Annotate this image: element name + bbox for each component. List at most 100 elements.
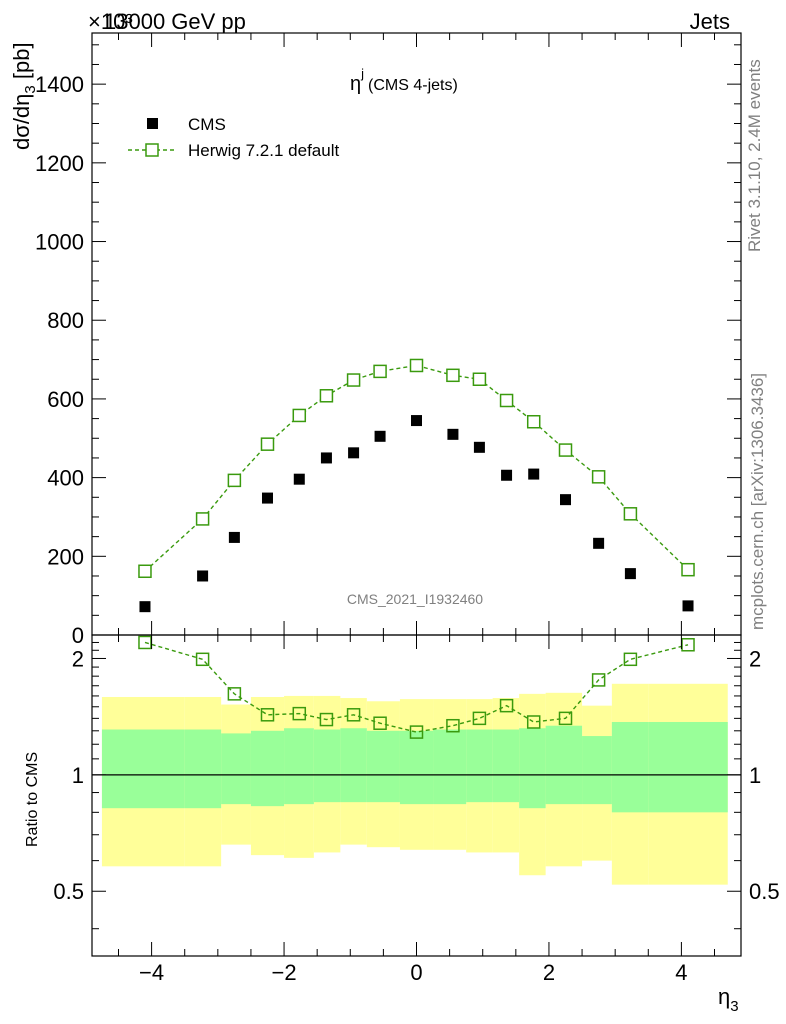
ratio-band-green xyxy=(313,729,341,803)
x-axis-label-sub: 3 xyxy=(730,998,738,1015)
cms-point xyxy=(528,468,540,480)
rivet-label: Rivet 3.1.10, 2.4M events xyxy=(745,59,764,252)
y-tick-label: 1000 xyxy=(35,230,84,255)
x-tick-label: 0 xyxy=(410,960,422,985)
cms-point xyxy=(447,428,459,440)
ratio-band-green xyxy=(399,730,434,805)
analysis-watermark: CMS_2021_I1932460 xyxy=(347,591,483,607)
y-axis-label: dσ/dη3 [pb] xyxy=(9,42,39,150)
x-axis-label-main: η xyxy=(718,984,730,1009)
y-axis-label-sub: 3 xyxy=(22,85,39,93)
y-tick-label: 200 xyxy=(47,544,84,569)
cms-point xyxy=(293,473,305,485)
ratio-y-tick-label-left: 2 xyxy=(72,646,84,671)
x-tick-label: −2 xyxy=(272,960,297,985)
svg-text:dσ/dη3 [pb]: dσ/dη3 [pb] xyxy=(9,42,39,150)
herwig-point xyxy=(681,562,695,577)
chart-title-rest: (CMS 4-jets) xyxy=(368,77,458,94)
x-tick-label: −4 xyxy=(139,960,164,985)
ratio-band-green xyxy=(184,729,222,809)
ratio-herwig-point xyxy=(195,652,210,667)
mcplots-label: mcplots.cern.ch [arXiv:1306.3436] xyxy=(748,373,767,630)
ratio-y-tick-label-right: 2 xyxy=(749,646,761,671)
herwig-point xyxy=(373,364,387,379)
header-process: Jets xyxy=(690,9,730,34)
x-tick-label: 2 xyxy=(543,960,555,985)
ratio-band-green xyxy=(582,736,612,805)
legend-herwig-marker xyxy=(145,143,159,157)
ratio-herwig-point xyxy=(346,708,361,722)
legend-herwig-label: Herwig 7.2.1 default xyxy=(188,141,339,160)
ratio-y-tick-label-right: 1 xyxy=(749,763,761,788)
legend-cms-label: CMS xyxy=(188,115,226,134)
ratio-band-green xyxy=(340,728,367,803)
x-axis-label: η3 xyxy=(718,984,739,1015)
y-axis-label-unit: [pb] xyxy=(9,42,34,85)
cms-point xyxy=(560,494,572,506)
herwig-point xyxy=(526,414,541,429)
ratio-herwig-point xyxy=(499,698,514,713)
ratio-herwig-line xyxy=(144,641,689,733)
cms-point xyxy=(374,430,386,442)
cms-point xyxy=(682,600,694,612)
ratio-y-label: Ratio to CMS xyxy=(24,752,41,847)
cms-point xyxy=(197,570,209,582)
exponent-label: ×10³ xyxy=(88,9,133,34)
ratio-band-green xyxy=(466,729,493,803)
ratio-band-green xyxy=(433,729,467,805)
ratio-herwig-point xyxy=(292,706,307,721)
legend-cms-marker xyxy=(147,118,158,129)
legend: CMS Herwig 7.2.1 default xyxy=(128,115,339,160)
ratio-herwig-point xyxy=(319,712,334,727)
y-tick-label: 400 xyxy=(47,466,84,491)
ratio-band-green xyxy=(366,730,400,803)
chart-title: ηj (CMS 4-jets) xyxy=(350,66,458,95)
ratio-herwig-point xyxy=(409,725,424,739)
cms-point xyxy=(320,452,332,464)
ratio-herwig-point xyxy=(227,687,242,701)
ratio-herwig-point xyxy=(591,673,606,687)
herwig-point xyxy=(138,564,152,579)
cms-point xyxy=(473,441,485,453)
cms-point xyxy=(261,492,273,504)
ratio-herwig-point xyxy=(472,711,487,726)
ratio-y-tick-label-right: 0.5 xyxy=(749,879,780,904)
ratio-herwig-point xyxy=(138,635,152,650)
x-tick-label: 4 xyxy=(675,960,687,985)
herwig-line xyxy=(144,364,689,572)
herwig-point xyxy=(260,437,275,451)
ratio-herwig-point xyxy=(681,638,695,652)
ratio-band-green xyxy=(492,729,520,803)
y-tick-label: 800 xyxy=(47,308,84,333)
ratio-band-green xyxy=(221,733,251,805)
ratio-y-tick-label-left: 0.5 xyxy=(53,879,84,904)
cms-point xyxy=(228,531,240,543)
ratio-band-green xyxy=(284,728,314,805)
y-tick-label: 0 xyxy=(72,623,84,648)
y-axis-label-main: dσ/dη xyxy=(9,94,34,150)
cms-point xyxy=(593,537,605,549)
herwig-point xyxy=(623,507,638,521)
ratio-band-green xyxy=(250,730,285,807)
ratio-herwig-point xyxy=(446,718,460,733)
y-tick-label: 600 xyxy=(47,387,84,412)
herwig-point xyxy=(409,358,424,373)
herwig-point xyxy=(195,512,210,526)
herwig-point xyxy=(591,470,606,484)
ratio-herwig-point xyxy=(623,652,638,667)
herwig-point xyxy=(446,368,460,383)
ratio-band-green xyxy=(545,725,583,805)
cms-point xyxy=(624,568,636,580)
herwig-point xyxy=(292,408,307,423)
ratio-band-green xyxy=(648,721,728,813)
herwig-point xyxy=(472,372,487,386)
ratio-band-green xyxy=(611,721,649,813)
herwig-point xyxy=(227,473,242,488)
ratio-band-green xyxy=(101,729,185,809)
chart-title-sup: j xyxy=(360,66,364,81)
ratio-herwig-point xyxy=(526,715,541,729)
cms-point xyxy=(411,415,422,427)
cms-point xyxy=(348,447,360,459)
herwig-point xyxy=(499,393,514,408)
